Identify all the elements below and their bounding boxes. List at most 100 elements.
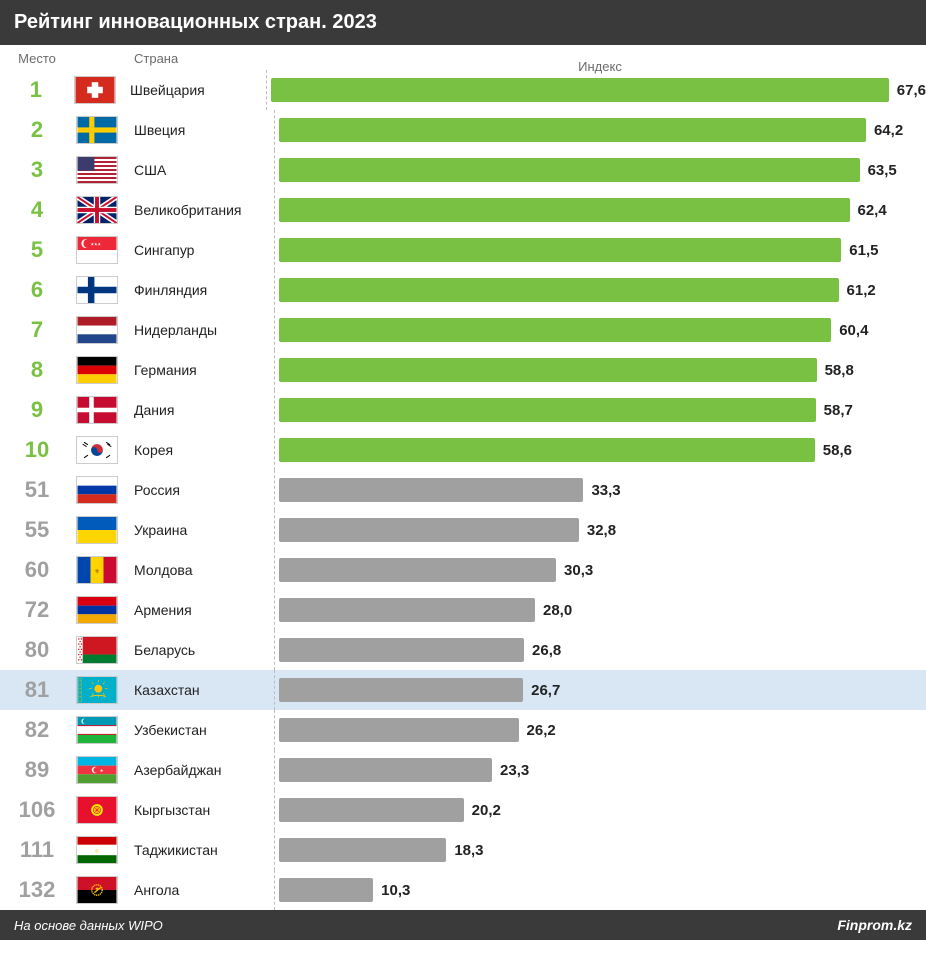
- flag-icon: ★: [74, 876, 132, 904]
- flag-icon: [74, 316, 132, 344]
- index-value: 23,3: [500, 762, 529, 779]
- flag-icon: ★★★: [74, 236, 132, 264]
- bar-area: 58,8: [274, 350, 926, 390]
- index-bar: [279, 798, 464, 822]
- rank-cell: 5: [0, 237, 74, 263]
- country-cell: Великобритания: [132, 202, 274, 218]
- country-cell: Кыргызстан: [132, 802, 274, 818]
- flag-icon: [74, 436, 132, 464]
- bar-area: 67,6: [266, 70, 926, 110]
- rank-cell: 4: [0, 197, 74, 223]
- index-value: 28,0: [543, 602, 572, 619]
- header-rank: Место: [0, 51, 74, 66]
- country-cell: Беларусь: [132, 642, 274, 658]
- index-value: 62,4: [858, 202, 887, 219]
- table-row: 5★★★Сингапур61,5: [0, 230, 926, 270]
- index-value: 63,5: [868, 162, 897, 179]
- rows-container: 1Швейцария67,62Швеция64,2 3 США 63,5 4 Велико…: [0, 70, 926, 910]
- rank-cell: 106: [0, 797, 74, 823]
- svg-text:♔: ♔: [95, 849, 100, 855]
- footer-brand: Finprom.kz: [837, 917, 912, 933]
- bar-area: 58,6: [274, 430, 926, 470]
- table-row: 4 Великобритания 62,4: [0, 190, 926, 230]
- table-row: 2Швеция64,2: [0, 110, 926, 150]
- flag-icon: [74, 196, 132, 224]
- bar-area: 26,8: [274, 630, 926, 670]
- country-cell: Германия: [132, 362, 274, 378]
- bar-area: 64,2: [274, 110, 926, 150]
- index-value: 10,3: [381, 882, 410, 899]
- bar-area: 62,4: [274, 190, 926, 230]
- flag-icon: [74, 516, 132, 544]
- index-bar: [279, 398, 816, 422]
- index-bar: [279, 478, 583, 502]
- rank-cell: 8: [0, 357, 74, 383]
- table-row: 89★Азербайджан23,3: [0, 750, 926, 790]
- rank-cell: 2: [0, 117, 74, 143]
- rank-cell: 60: [0, 557, 74, 583]
- table-row: 132★Ангола10,3: [0, 870, 926, 910]
- table-row: 72 Армения 28,0: [0, 590, 926, 630]
- index-value: 61,5: [849, 242, 878, 259]
- table-row: 106 Кыргызстан20,2: [0, 790, 926, 830]
- bar-area: 10,3: [274, 870, 926, 910]
- chart-container: Рейтинг инновационных стран. 2023 Место …: [0, 0, 926, 940]
- rank-cell: 81: [0, 677, 74, 703]
- bar-area: 28,0: [274, 590, 926, 630]
- flag-icon: [74, 796, 132, 824]
- flag-icon: [72, 76, 128, 104]
- rank-cell: 3: [0, 157, 74, 183]
- flag-icon: ★: [74, 756, 132, 784]
- index-bar: [279, 118, 866, 142]
- index-bar: [279, 238, 841, 262]
- flag-icon: [74, 116, 132, 144]
- index-bar: [279, 358, 817, 382]
- bar-area: 30,3: [274, 550, 926, 590]
- rank-cell: 111: [0, 837, 74, 863]
- index-bar: [279, 718, 519, 742]
- table-row: 1Швейцария67,6: [0, 70, 926, 110]
- flag-icon: [74, 596, 132, 624]
- flag-icon: [74, 156, 132, 184]
- table-row: 51Россия33,3: [0, 470, 926, 510]
- bar-area: 63,5: [274, 150, 926, 190]
- index-bar: [279, 758, 492, 782]
- index-bar: [279, 438, 815, 462]
- index-value: 61,2: [847, 282, 876, 299]
- bar-area: 20,2: [274, 790, 926, 830]
- country-cell: Ангола: [132, 882, 274, 898]
- country-cell: США: [132, 162, 274, 178]
- bar-area: 33,3: [274, 470, 926, 510]
- header-country: Страна: [132, 51, 274, 66]
- index-value: 26,8: [532, 642, 561, 659]
- flag-icon: [74, 636, 132, 664]
- index-value: 58,6: [823, 442, 852, 459]
- rank-cell: 1: [0, 77, 72, 103]
- index-value: 18,3: [454, 842, 483, 859]
- index-bar: [279, 318, 831, 342]
- index-value: 26,7: [531, 682, 560, 699]
- footer-source: На основе данных WIPO: [14, 918, 163, 933]
- flag-icon: [74, 356, 132, 384]
- flag-icon: [74, 716, 132, 744]
- rank-cell: 10: [0, 437, 74, 463]
- bar-area: 61,5: [274, 230, 926, 270]
- index-bar: [271, 78, 889, 102]
- bar-area: 26,2: [274, 710, 926, 750]
- country-cell: Армения: [132, 602, 274, 618]
- index-value: 58,7: [824, 402, 853, 419]
- rank-cell: 72: [0, 597, 74, 623]
- index-bar: [279, 278, 839, 302]
- rank-cell: 6: [0, 277, 74, 303]
- table-row: 10Корея58,6: [0, 430, 926, 470]
- index-bar: [279, 678, 523, 702]
- index-value: 26,2: [527, 722, 556, 739]
- flag-icon: [74, 396, 132, 424]
- index-bar: [279, 558, 556, 582]
- country-cell: Молдова: [132, 562, 274, 578]
- bar-area: 60,4: [274, 310, 926, 350]
- index-bar: [279, 638, 524, 662]
- table-row: 8 Германия58,8: [0, 350, 926, 390]
- country-cell: Нидерланды: [132, 322, 274, 338]
- index-value: 67,6: [897, 82, 926, 99]
